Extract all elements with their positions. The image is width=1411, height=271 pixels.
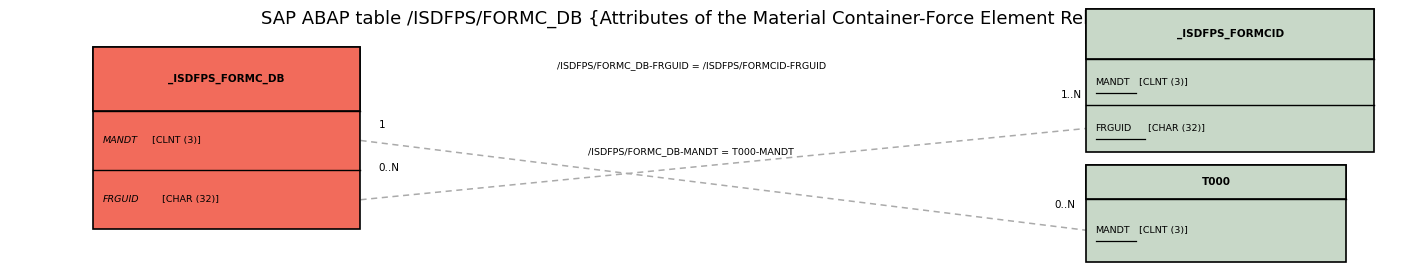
Bar bbox=[1085, 165, 1346, 262]
Text: _ISDFPS_FORMC_DB: _ISDFPS_FORMC_DB bbox=[168, 74, 285, 84]
Bar bbox=[93, 47, 360, 229]
Text: _ISDFPS_FORMCID: _ISDFPS_FORMCID bbox=[1177, 29, 1284, 40]
Text: /ISDFPS/FORMC_DB-FRGUID = /ISDFPS/FORMCID-FRGUID: /ISDFPS/FORMC_DB-FRGUID = /ISDFPS/FORMCI… bbox=[557, 61, 825, 70]
Text: MANDT: MANDT bbox=[1095, 226, 1130, 235]
Text: 0..N: 0..N bbox=[1055, 200, 1075, 210]
Text: [CLNT (3)]: [CLNT (3)] bbox=[1136, 78, 1188, 87]
Bar bbox=[1085, 9, 1374, 59]
Text: MANDT: MANDT bbox=[1095, 78, 1130, 87]
Bar bbox=[1085, 9, 1374, 151]
Bar bbox=[1085, 165, 1346, 199]
Text: FRGUID: FRGUID bbox=[1095, 124, 1132, 133]
Text: MANDT: MANDT bbox=[103, 136, 138, 145]
Text: 0..N: 0..N bbox=[378, 163, 399, 173]
Text: SAP ABAP table /ISDFPS/FORMC_DB {Attributes of the Material Container-Force Elem: SAP ABAP table /ISDFPS/FORMC_DB {Attribu… bbox=[261, 9, 1150, 28]
Text: 1: 1 bbox=[378, 120, 385, 130]
Text: /ISDFPS/FORMC_DB-MANDT = T000-MANDT: /ISDFPS/FORMC_DB-MANDT = T000-MANDT bbox=[588, 147, 794, 156]
Text: [CHAR (32)]: [CHAR (32)] bbox=[158, 195, 219, 204]
Text: FRGUID: FRGUID bbox=[103, 195, 140, 204]
Text: [CLNT (3)]: [CLNT (3)] bbox=[150, 136, 202, 145]
Text: 1..N: 1..N bbox=[1061, 90, 1081, 100]
Text: T000: T000 bbox=[1202, 177, 1230, 187]
Text: [CHAR (32)]: [CHAR (32)] bbox=[1144, 124, 1205, 133]
Text: [CLNT (3)]: [CLNT (3)] bbox=[1136, 226, 1188, 235]
Bar bbox=[93, 47, 360, 111]
